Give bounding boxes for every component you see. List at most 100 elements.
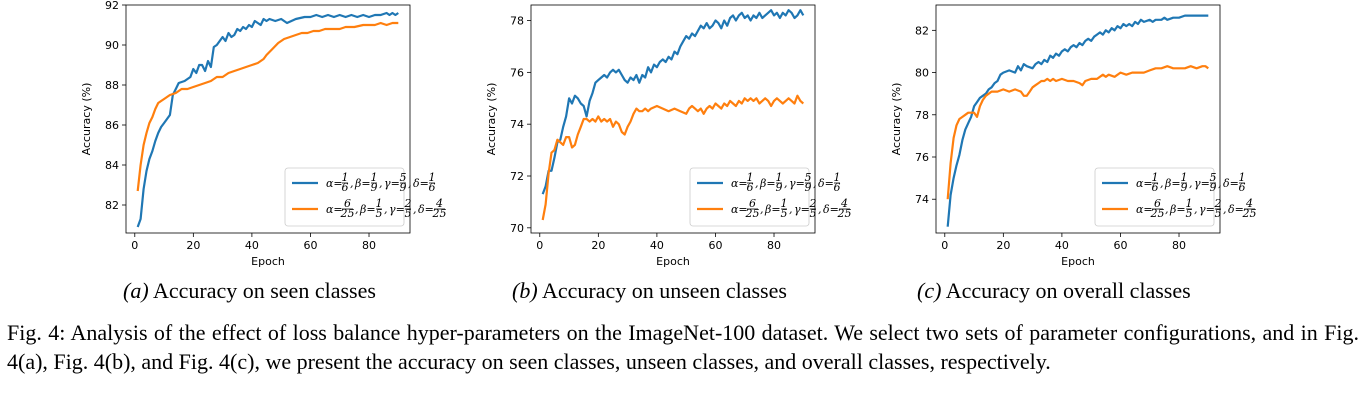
y-axis-label: Accuracy (%) <box>890 83 903 156</box>
y-axis-label: Accuracy (%) <box>80 83 93 156</box>
x-tick-label: 20 <box>591 239 605 252</box>
legend-label-2-denominator: 25 <box>1242 207 1257 220</box>
legend-label-2-symbol: δ= <box>823 203 839 216</box>
legend-label-2-symbol: γ= <box>794 203 810 216</box>
legend-label-1-denominator: 9 <box>1181 181 1188 194</box>
legend-label-2-symbol: γ= <box>389 203 405 216</box>
legend-label-1-denominator: 9 <box>371 181 378 194</box>
x-tick-label: 40 <box>650 239 664 252</box>
legend-label-2-sep: , <box>384 203 388 216</box>
legend-label-1-symbol: δ= <box>1223 177 1239 190</box>
legend-label-1-denominator: 9 <box>400 181 407 194</box>
legend-label-2-sep: , <box>1165 203 1169 216</box>
legend-label-1-sep: , <box>1218 177 1222 190</box>
legend-label-2-symbol: β= <box>359 203 376 216</box>
legend-label-1-symbol: γ= <box>789 177 805 190</box>
legend-label-2-sep: , <box>789 203 793 216</box>
y-tick-label: 90 <box>105 39 119 52</box>
x-tick-label: 80 <box>1172 239 1186 252</box>
legend-label-2-denominator: 25 <box>837 207 852 220</box>
legend-label-2-numerator: 1 <box>376 197 383 210</box>
legend: α=16, β= 19, γ= 59, δ= 16α= 625, β= 15, γ= 25, δ= 425 <box>689 167 852 227</box>
y-tick-label: 76 <box>510 66 524 79</box>
legend-label-1-denominator: 6 <box>1152 181 1159 194</box>
legend-label-1-numerator: 1 <box>747 171 754 184</box>
legend-label-1-sep: , <box>379 177 383 190</box>
legend-label-1-symbol: α= <box>326 177 343 190</box>
legend-label-2-denominator: 25 <box>745 207 760 220</box>
series-line-2 <box>136 21 399 192</box>
legend-label-2-sep: , <box>355 203 359 216</box>
legend-label-1-symbol: α= <box>1136 177 1153 190</box>
legend-label-1-numerator: 1 <box>1239 171 1246 184</box>
y-tick-label: 70 <box>510 222 524 235</box>
legend-label-2-denominator: 25 <box>340 207 355 220</box>
figure-caption-text: Analysis of the effect of loss balance h… <box>7 320 1359 374</box>
series-line-2 <box>541 94 805 221</box>
charts-row: 0 20 40 60 80 82 84 86 88 90 92 Epoch Accuracy (%) α=… <box>80 0 1257 268</box>
legend-label-2-numerator: 4 <box>1245 197 1253 210</box>
x-tick-label: 0 <box>131 239 138 252</box>
legend-label-2-denominator: 5 <box>1215 207 1222 220</box>
x-tick-label: 20 <box>996 239 1010 252</box>
x-tick-label: 60 <box>303 239 317 252</box>
legend-label-1-denominator: 9 <box>1210 181 1217 194</box>
legend-label-1-denominator: 6 <box>747 181 754 194</box>
legend-label-1-denominator: 6 <box>834 181 841 194</box>
subcaption-c: (c) Accuracy on overall classes <box>917 278 1191 304</box>
y-axis-label: Accuracy (%) <box>485 83 498 156</box>
legend-label-1-symbol: γ= <box>1194 177 1210 190</box>
legend-label-2-denominator: 5 <box>376 207 383 220</box>
legend-label-1-numerator: 1 <box>1152 171 1159 184</box>
legend-label-1-sep: , <box>813 177 817 190</box>
legend-label-2-symbol: β= <box>1169 203 1186 216</box>
legend-label-2-sep: , <box>1194 203 1198 216</box>
legend-label-2-symbol: δ= <box>1228 203 1244 216</box>
legend-label-1-numerator: 1 <box>834 171 841 184</box>
legend-label-1-symbol: δ= <box>818 177 834 190</box>
figure-caption: Fig. 4: Analysis of the effect of loss b… <box>7 318 1359 376</box>
legend-label-2-numerator: 1 <box>1186 197 1193 210</box>
legend-label-2-denominator: 25 <box>432 207 447 220</box>
legend-label-1-denominator: 6 <box>1239 181 1246 194</box>
subcaption-c-text: Accuracy on overall classes <box>945 278 1191 303</box>
legend-label-1-symbol: γ= <box>384 177 400 190</box>
legend-label-2-numerator: 2 <box>404 197 412 210</box>
x-tick-label: 0 <box>536 239 543 252</box>
legend-label-1-symbol: β= <box>1164 177 1181 190</box>
legend-label-2-numerator: 6 <box>1154 197 1161 210</box>
legend-label-1-denominator: 9 <box>776 181 783 194</box>
x-tick-label: 0 <box>941 239 948 252</box>
y-tick-label: 78 <box>915 109 929 122</box>
legend: α=16, β= 19, γ= 59, δ= 16α= 625, β= 15, γ= 25, δ= 425 <box>284 167 447 227</box>
plot-frame <box>530 4 816 234</box>
legend-label-1-numerator: 5 <box>400 171 407 184</box>
legend-label-2-numerator: 4 <box>840 197 848 210</box>
legend-label-2-denominator: 5 <box>1186 207 1193 220</box>
legend-label-1-numerator: 5 <box>805 171 812 184</box>
legend-label-2-denominator: 25 <box>1150 207 1165 220</box>
x-tick-label: 80 <box>767 239 781 252</box>
y-tick-label: 86 <box>105 119 119 132</box>
subcaption-b: (b) Accuracy on unseen classes <box>512 278 787 304</box>
legend-label-1-symbol: β= <box>354 177 371 190</box>
legend-label-2-numerator: 6 <box>749 197 756 210</box>
y-tick-label: 88 <box>105 79 119 92</box>
y-tick-label: 84 <box>105 159 119 172</box>
legend-label-2-sep: , <box>760 203 764 216</box>
x-tick-label: 20 <box>186 239 200 252</box>
series-line-1 <box>946 14 1209 227</box>
legend-label-1-numerator: 1 <box>429 171 436 184</box>
series-line-1 <box>541 9 805 195</box>
legend-label-2-symbol: δ= <box>418 203 434 216</box>
legend-label-2-denominator: 5 <box>405 207 412 220</box>
subcaption-b-text: Accuracy on unseen classes <box>541 278 787 303</box>
legend-label-2-numerator: 1 <box>781 197 788 210</box>
legend-label-1-symbol: β= <box>759 177 776 190</box>
y-tick-label: 76 <box>915 151 929 164</box>
subcaption-a-text: Accuracy on seen classes <box>152 278 376 303</box>
subcaption-a: (a) Accuracy on seen classes <box>123 278 376 304</box>
x-tick-label: 40 <box>1055 239 1069 252</box>
